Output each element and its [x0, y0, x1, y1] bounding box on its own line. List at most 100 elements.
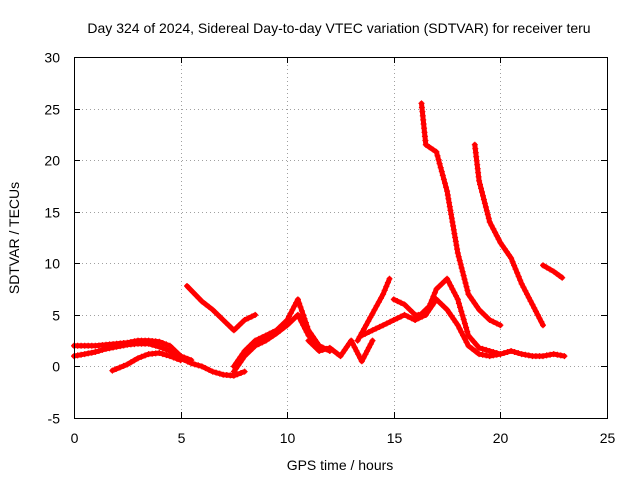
data-point [454, 322, 461, 329]
data-point [455, 253, 462, 260]
y-tick-label: 30 [44, 50, 60, 66]
data-point [298, 318, 305, 325]
x-tick-label: 20 [493, 430, 509, 446]
series-band [472, 142, 546, 328]
data-point [476, 177, 483, 184]
data-point [471, 300, 478, 307]
data-point [124, 361, 131, 368]
data-point [291, 303, 298, 310]
data-point [378, 295, 384, 302]
data-point [468, 335, 475, 342]
data-point [362, 330, 369, 337]
series-band [184, 283, 258, 333]
data-point [444, 306, 451, 313]
data-point [259, 339, 266, 346]
data-point [233, 365, 239, 372]
series-track-14 [471, 141, 546, 329]
data-point [486, 353, 493, 360]
data-point [198, 298, 205, 305]
data-point [195, 362, 202, 369]
data-point [120, 362, 127, 369]
data-point [266, 335, 273, 342]
data-point [262, 337, 269, 344]
data-point [127, 339, 134, 345]
data-point [365, 318, 372, 325]
data-point [452, 234, 459, 241]
data-point [273, 330, 280, 337]
data-point [81, 351, 88, 358]
x-tick-label: 10 [280, 430, 296, 446]
data-point [480, 192, 486, 199]
data-point [504, 349, 511, 355]
data-point [540, 262, 546, 269]
data-point [463, 283, 470, 290]
data-point [241, 368, 248, 375]
data-point [184, 358, 191, 365]
data-point [461, 320, 468, 327]
data-point [360, 354, 367, 361]
data-point [453, 242, 460, 249]
data-point [216, 370, 223, 377]
data-point [234, 371, 241, 378]
data-point [477, 181, 483, 188]
data-point [369, 337, 376, 344]
data-point [373, 302, 380, 309]
data-point [480, 196, 487, 203]
data-point [473, 341, 480, 348]
data-point [397, 299, 404, 306]
data-point [511, 349, 518, 355]
data-point [188, 360, 195, 367]
data-point [483, 352, 490, 359]
data-point [429, 146, 436, 153]
data-point [445, 279, 452, 286]
y-tick-label: -5 [48, 411, 61, 427]
data-point [492, 229, 499, 236]
data-point [270, 332, 276, 339]
data-point [358, 332, 365, 339]
data-point [514, 269, 521, 276]
data-point [430, 293, 437, 300]
data-point [163, 341, 170, 348]
data-point [515, 350, 522, 356]
data-point [381, 287, 388, 294]
data-point [124, 339, 131, 346]
data-point [520, 284, 527, 291]
data-point [479, 351, 486, 358]
data-point [373, 325, 379, 332]
data-point [465, 332, 472, 339]
data-point [198, 363, 205, 370]
data-point [235, 362, 242, 369]
data-point [543, 264, 550, 271]
data-point [518, 280, 525, 287]
data-point [298, 308, 305, 314]
data-point [156, 338, 163, 345]
data-point [449, 286, 456, 293]
data-point [444, 188, 451, 195]
data-point [472, 348, 479, 355]
data-point [294, 311, 301, 318]
data-point [252, 337, 259, 344]
data-point [287, 310, 294, 317]
data-point [337, 353, 344, 360]
data-point [156, 343, 163, 350]
data-point [497, 239, 504, 246]
data-point [424, 308, 431, 315]
data-point [163, 352, 170, 359]
data-point [543, 352, 550, 359]
data-point [454, 296, 461, 303]
data-point [465, 342, 472, 349]
data-point [209, 368, 216, 375]
data-point [463, 324, 470, 331]
data-point [170, 354, 177, 361]
chart-title: Day 324 of 2024, Sidereal Day-to-day VTE… [87, 20, 590, 36]
data-point [156, 350, 163, 356]
data-point [540, 353, 546, 360]
data-point [501, 245, 508, 252]
data-point [462, 280, 469, 286]
data-point [429, 302, 436, 309]
data-point [109, 367, 116, 374]
data-point [478, 185, 484, 192]
data-point [358, 358, 365, 365]
data-point [532, 308, 539, 315]
data-point [303, 329, 310, 335]
